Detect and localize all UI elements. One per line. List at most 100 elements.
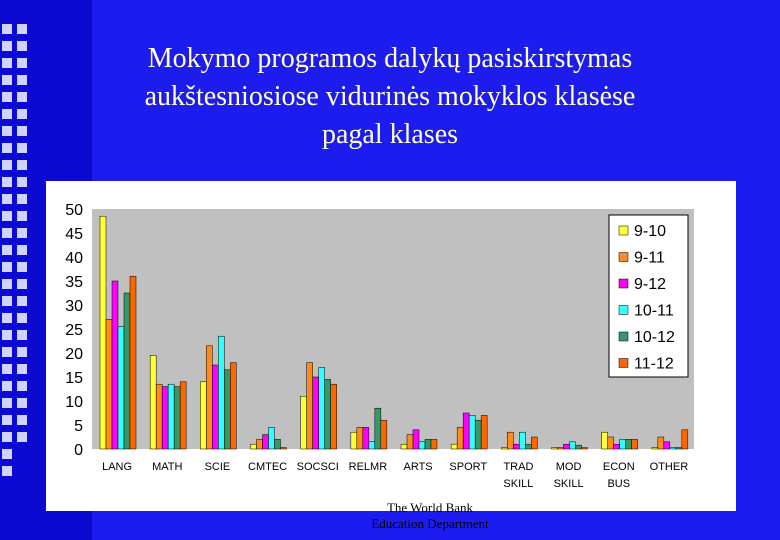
decorative-square xyxy=(17,109,27,119)
bar xyxy=(424,439,432,450)
title-line-2: aukštesniosiose vidurinės mokyklos klasė… xyxy=(144,81,636,112)
decorative-square xyxy=(17,296,27,306)
decorative-square xyxy=(17,160,27,170)
decorative-square xyxy=(17,245,27,255)
decorative-squares-right xyxy=(17,24,27,449)
bar xyxy=(651,447,659,450)
y-tick-label: 20 xyxy=(65,346,83,363)
bar xyxy=(111,280,119,450)
bar xyxy=(663,441,671,450)
bar xyxy=(557,447,564,450)
decorative-square xyxy=(17,211,27,221)
bar xyxy=(179,381,187,450)
y-tick-label: 5 xyxy=(74,418,83,435)
bar xyxy=(99,215,107,450)
legend-label: 10-12 xyxy=(634,329,675,346)
bar xyxy=(406,434,414,450)
bar xyxy=(212,364,219,450)
bar xyxy=(501,447,508,450)
decorative-square xyxy=(17,24,27,34)
bar xyxy=(569,441,576,450)
bar xyxy=(312,376,319,450)
y-tick-label: 25 xyxy=(65,322,83,339)
legend-label: 9-12 xyxy=(634,276,666,293)
bar xyxy=(563,443,570,450)
x-tick-label: ARTS xyxy=(404,461,433,473)
bar xyxy=(507,431,514,450)
bar xyxy=(362,427,370,450)
bar xyxy=(123,292,131,450)
decorative-square xyxy=(2,432,12,442)
footer-line-1: The World Bank xyxy=(386,500,474,515)
bar xyxy=(224,369,231,450)
bar xyxy=(356,427,364,450)
y-tick-label: 40 xyxy=(65,250,83,267)
bar xyxy=(149,355,157,450)
legend-swatch xyxy=(618,358,629,368)
decorative-square xyxy=(2,398,12,408)
bar xyxy=(669,447,677,450)
x-tick-label: OTHER xyxy=(650,461,689,473)
decorative-square xyxy=(2,347,12,357)
bar xyxy=(450,443,458,450)
bar xyxy=(601,431,608,450)
legend-swatch xyxy=(618,278,629,289)
bar xyxy=(681,429,689,450)
bar xyxy=(675,447,683,450)
bar xyxy=(218,335,225,450)
decorative-square xyxy=(17,92,27,102)
bar xyxy=(318,367,325,450)
x-tick-label: CMTEC xyxy=(248,461,287,473)
decorative-square xyxy=(2,109,12,119)
decorative-square xyxy=(2,211,12,221)
decorative-square xyxy=(17,415,27,425)
x-tick-label: BUS xyxy=(607,478,630,490)
legend-swatch xyxy=(618,305,629,315)
decorative-square xyxy=(17,75,27,85)
x-tick-label: MOD xyxy=(556,461,582,473)
bar xyxy=(581,447,588,450)
bar-chart: 0 5 10 15 20 25 30 35 40 45 50 LANG MATH SCIE CMTEC SOC… xyxy=(65,202,694,490)
decorative-square xyxy=(2,415,12,425)
bar xyxy=(412,429,420,450)
decorative-square xyxy=(17,194,27,204)
bar xyxy=(456,427,464,450)
decorative-square xyxy=(2,279,12,289)
bar xyxy=(380,419,388,450)
x-tick-label: MATH xyxy=(152,461,182,473)
decorative-square xyxy=(17,347,27,357)
bar xyxy=(324,379,331,450)
footer-line-2: Education Department xyxy=(371,516,489,531)
x-tick-label: RELMR xyxy=(349,461,388,473)
y-tick-label: 45 xyxy=(65,226,83,243)
decorative-square xyxy=(2,330,12,340)
y-tick-label: 35 xyxy=(65,274,83,291)
bar xyxy=(513,443,520,450)
bar xyxy=(306,362,313,450)
bar xyxy=(173,386,181,450)
bar xyxy=(330,383,337,450)
x-tick-label: TRAD xyxy=(503,461,533,473)
x-tick-label: SOCSCI xyxy=(297,461,339,473)
bar xyxy=(462,412,470,450)
bar xyxy=(250,443,257,450)
decorative-square xyxy=(2,194,12,204)
decorative-square xyxy=(2,58,12,68)
decorative-square xyxy=(2,177,12,187)
decorative-square xyxy=(2,126,12,136)
decorative-square xyxy=(2,228,12,238)
bar xyxy=(619,439,626,450)
decorative-square xyxy=(2,245,12,255)
bar xyxy=(480,415,488,450)
y-tick-label: 10 xyxy=(65,394,83,411)
bar xyxy=(474,419,482,450)
bar xyxy=(519,431,526,450)
decorative-square xyxy=(17,41,27,51)
decorative-square xyxy=(2,75,12,85)
bar xyxy=(268,427,275,450)
decorative-square xyxy=(17,432,27,442)
slide-title: Mokymo programos dalykų pasiskirstymas a… xyxy=(92,40,688,154)
x-tick-label: SPORT xyxy=(449,461,487,473)
chart-container: 0 5 10 15 20 25 30 35 40 45 50 LANG MATH SCIE CMTEC SOC… xyxy=(46,181,736,511)
bar xyxy=(400,443,408,450)
